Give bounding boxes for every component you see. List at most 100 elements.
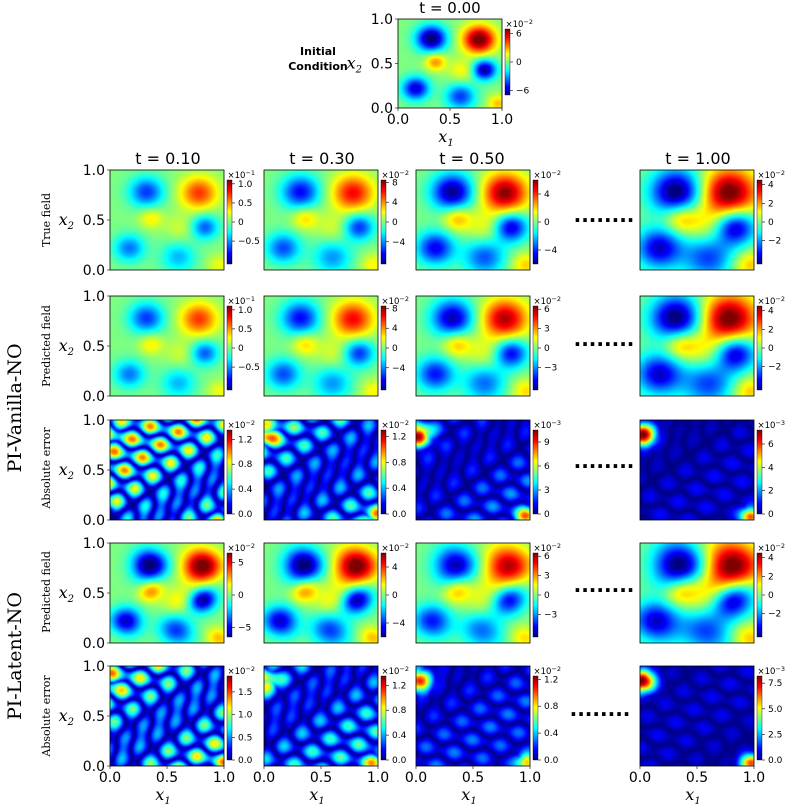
ytick-label-0-0-0: 0.0 bbox=[83, 263, 105, 279]
ytick-label-init-0: 0.0 bbox=[371, 101, 393, 117]
colorbar-tick-label-2-0-2: 0.4 bbox=[238, 485, 253, 495]
colorbar-0-3: ×10−24 2 0 −2 bbox=[756, 169, 785, 265]
panel-2-2: ×10−3 9 6 3 0 bbox=[415, 419, 561, 521]
colorbar-exponent-0-0: ×10−1 bbox=[228, 169, 256, 181]
heatmap-0-2 bbox=[416, 170, 530, 270]
panel-0-0: 0.00.51.0x2×10−11.00.50−0.5 bbox=[59, 163, 260, 279]
colorbar-tick-label-3-3-2: 0 bbox=[768, 591, 774, 601]
axes-4-0: 0.0 0.5 1.0 x2 0.0 0.5 1.0 x1 bbox=[59, 659, 236, 807]
ellipsis-row-3: ........ bbox=[574, 573, 635, 597]
colorbar-exponent-3-1: ×10−2 bbox=[382, 542, 410, 554]
axes-4-1: 0.0 0.5 1.0 x1 bbox=[253, 766, 389, 807]
colorbar-1-1: ×10−28 4 0 −4 bbox=[380, 295, 410, 391]
heatmap-2-1 bbox=[264, 420, 378, 520]
frame-1-2 bbox=[415, 295, 531, 397]
colorbar-1-0: ×10−11.0 0.5 0 −0.5 bbox=[226, 295, 260, 391]
colorbar-exponent-3-0: ×10−2 bbox=[228, 542, 256, 554]
frame-2-2 bbox=[415, 419, 531, 521]
time-title-3: t = 1.00 bbox=[665, 149, 730, 168]
ytick-label-3-0-0: 0.0 bbox=[83, 636, 105, 652]
colorbar-tick-label-0-1-2: 0 bbox=[392, 218, 398, 228]
colorbar-tick-label-1-1-0: 8 bbox=[392, 304, 398, 314]
colorbar-gradient-4-0 bbox=[226, 675, 233, 761]
heatmap-4-2 bbox=[416, 666, 530, 766]
colorbar-tick-label-2-2-2: 3 bbox=[544, 486, 550, 496]
colorbar-gradient-0-0 bbox=[226, 179, 233, 265]
ylabel-0-0: x2 bbox=[59, 210, 74, 232]
heatmap-1-0 bbox=[110, 296, 224, 396]
xlabel-4-3: x1 bbox=[685, 785, 700, 807]
colorbar-tick-label-0-2-2: −4 bbox=[544, 246, 558, 256]
ytick-label-init-1: 0.5 bbox=[371, 57, 393, 73]
ylabel-init: x2 bbox=[347, 54, 362, 76]
colorbar-tick-label-3-3-0: 4 bbox=[768, 554, 774, 564]
colorbar-tick-label-4-3-0: 7.5 bbox=[768, 679, 782, 689]
colorbar-tick-label-4-0-2: 0.5 bbox=[238, 733, 252, 743]
ytick-label-2-0-2: 1.0 bbox=[83, 413, 105, 429]
colorbar-tick-label-2-1-3: 0.0 bbox=[392, 510, 407, 520]
colorbar-0-2: ×10−2 4 0 −4 bbox=[532, 169, 561, 265]
colorbar-gradient-4-2 bbox=[532, 675, 539, 761]
time-title-0: t = 0.10 bbox=[135, 149, 200, 168]
colorbar-tick-label-2-3-1: 4 bbox=[768, 463, 774, 473]
initial-label-line2: Condition bbox=[288, 60, 348, 73]
colorbar-gradient-0-2 bbox=[532, 179, 539, 265]
colorbar-tick-label-init-0: 6 bbox=[516, 30, 522, 40]
panel-1-2: ×10−26 3 0 −3 bbox=[415, 295, 561, 397]
colorbar-tick-label-3-2-3: −3 bbox=[544, 610, 557, 620]
colorbar-tick-label-2-1-2: 0.4 bbox=[392, 484, 407, 494]
colorbar-tick-label-1-2-3: −3 bbox=[544, 363, 557, 373]
colorbar-gradient-2-1 bbox=[380, 429, 387, 515]
colorbar-gradient-4-1 bbox=[380, 675, 387, 761]
colorbar-4-3: ×10−3 7.5 5.0 2.5 0.0 bbox=[756, 665, 785, 766]
panel-4-0: 0.0 0.5 1.0 x2 0.0 0.5 1.0 x1 ×10−2 1.5 1.0 0.5 0.0 bbox=[59, 659, 255, 807]
initial-label-line1: Initial bbox=[300, 45, 336, 58]
ellipsis-row-4: ........ bbox=[570, 697, 631, 721]
heatmap-2-3 bbox=[640, 420, 754, 520]
ylabel-1-0: x2 bbox=[59, 336, 74, 358]
xtick-label-4-0-1: 0.5 bbox=[156, 770, 178, 786]
colorbar-exponent-1-0: ×10−1 bbox=[228, 295, 256, 307]
ytick-label-4-0-1: 0.5 bbox=[83, 709, 105, 725]
frame-0-3 bbox=[639, 169, 755, 271]
colorbar-tick-label-4-0-1: 1.0 bbox=[238, 711, 253, 721]
ytick-label-2-0-1: 0.5 bbox=[83, 463, 105, 479]
panel-3-3: ×10−24 2 0 −2 bbox=[639, 542, 785, 644]
colorbar-gradient-2-2 bbox=[532, 429, 539, 515]
colorbar-tick-label-1-2-0: 6 bbox=[544, 305, 550, 315]
colorbar-tick-label-1-3-3: −2 bbox=[768, 363, 781, 373]
group-label-latent: PI-Latent-NO bbox=[4, 592, 26, 720]
colorbar-exponent-3-2: ×10−2 bbox=[534, 542, 562, 554]
heatmap-1-3 bbox=[640, 296, 754, 396]
colorbar-tick-label-0-1-0: 8 bbox=[392, 178, 398, 188]
row-labels: True field Predicted field Absolute erro… bbox=[4, 193, 53, 758]
colorbar-tick-label-1-1-2: 0 bbox=[392, 344, 398, 354]
colorbar-tick-label-2-1-1: 0.8 bbox=[392, 458, 407, 468]
colorbar-4-0: ×10−2 1.5 1.0 0.5 0.0 bbox=[226, 665, 255, 766]
colorbar-exponent-1-3: ×10−2 bbox=[758, 295, 786, 307]
colorbar-tick-label-0-3-2: 0 bbox=[768, 218, 774, 228]
ellipsis-row-2: ........ bbox=[574, 449, 635, 473]
colorbar-tick-label-0-1-3: −4 bbox=[392, 238, 406, 248]
colorbar-tick-label-4-2-2: 0.4 bbox=[544, 729, 559, 739]
ytick-label-1-0-0: 0.0 bbox=[83, 389, 105, 405]
colorbar-4-2: ×10−21.2 0.8 0.4 0.0 bbox=[532, 665, 561, 766]
colorbar-gradient-0-1 bbox=[380, 179, 387, 265]
panel-1-0: 0.00.51.0x2×10−11.00.50−0.5 bbox=[59, 289, 260, 405]
axes-2-0: 0.0 0.5 1.0 x2 bbox=[59, 413, 110, 529]
colorbar-exponent-1-1: ×10−2 bbox=[382, 295, 410, 307]
ellipsis-row-0: ........ bbox=[574, 203, 635, 227]
colorbar-gradient-2-0 bbox=[226, 429, 233, 515]
frame-3-3 bbox=[639, 542, 755, 644]
group-label-vanilla: PI-Vanilla-NO bbox=[4, 343, 26, 472]
colorbar-tick-label-4-1-3: 0.0 bbox=[392, 756, 407, 766]
heatmap-1-1 bbox=[264, 296, 378, 396]
colorbar-tick-label-0-1-1: 4 bbox=[392, 198, 398, 208]
colorbar-tick-label-4-3-3: 0.0 bbox=[768, 756, 783, 766]
frame-1-1 bbox=[263, 295, 379, 397]
ytick-label-1-0-2: 1.0 bbox=[83, 289, 105, 305]
heatmap-3-1 bbox=[264, 543, 378, 643]
colorbar-3-3: ×10−24 2 0 −2 bbox=[756, 542, 785, 638]
colorbar-0-1: ×10−28 4 0 −4 bbox=[380, 169, 409, 265]
panel-0-1: ×10−28 4 0 −4 bbox=[263, 169, 409, 271]
